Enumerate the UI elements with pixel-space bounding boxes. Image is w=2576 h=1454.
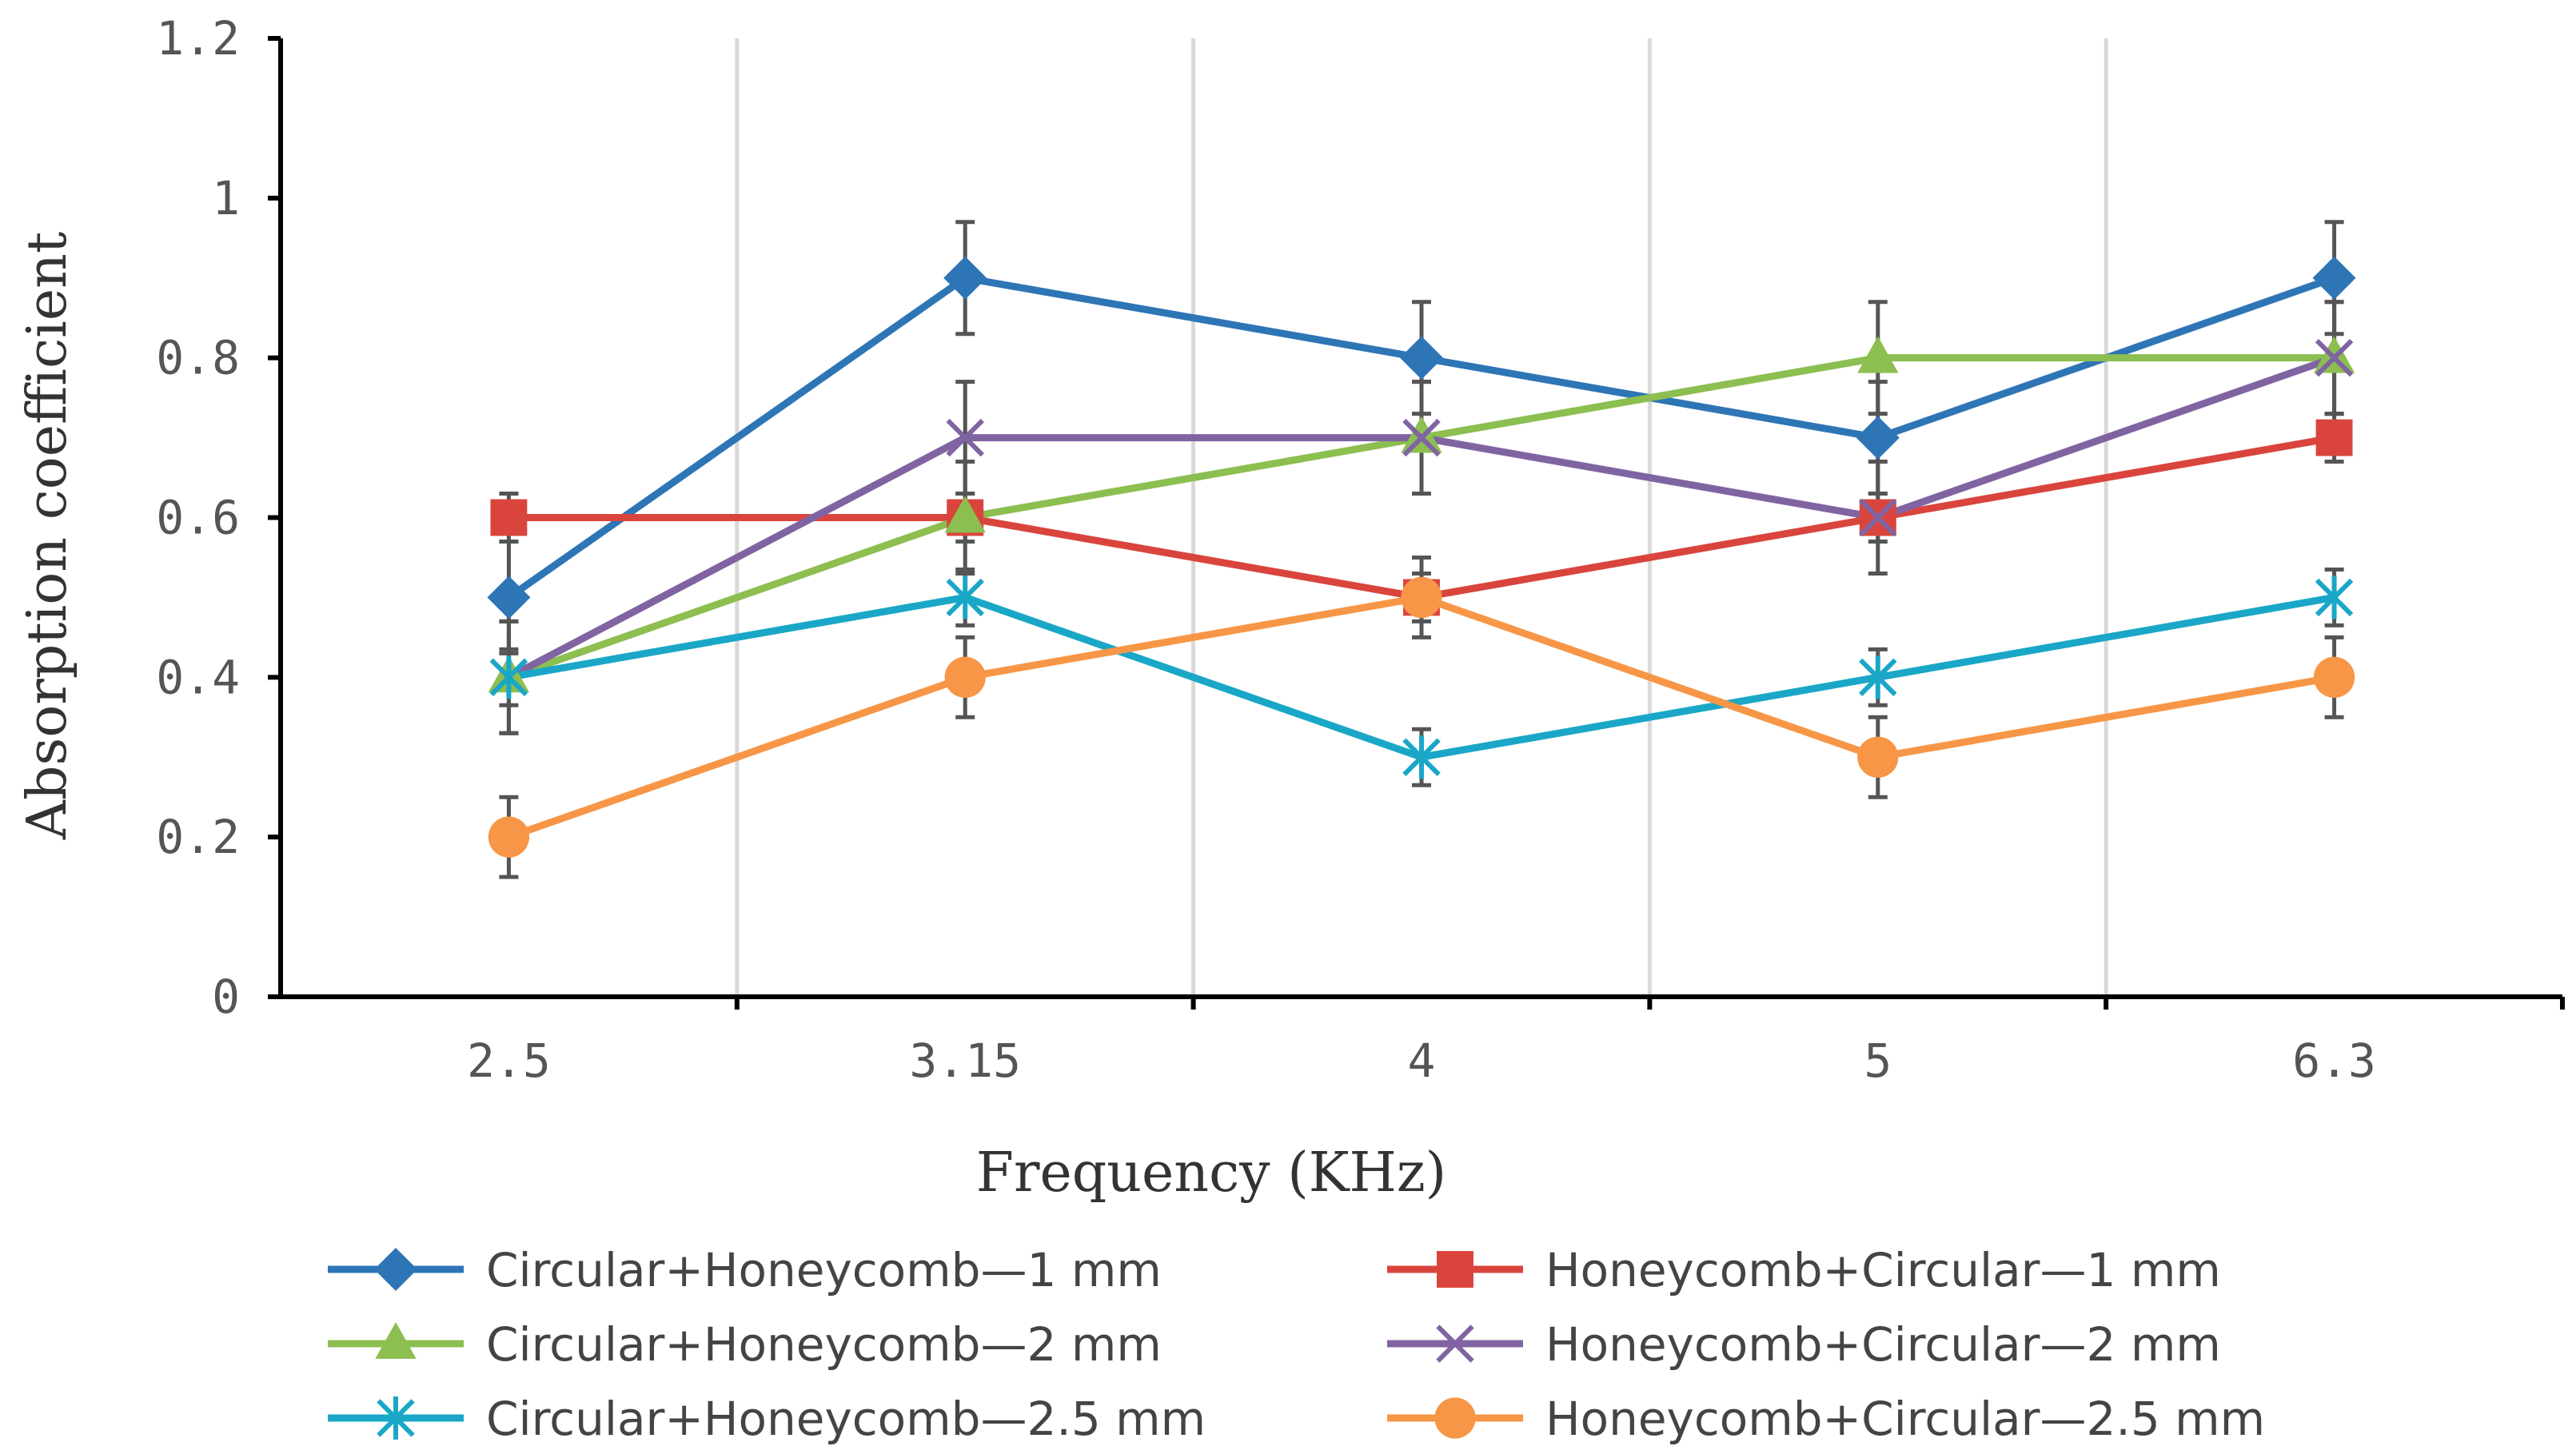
legend-label: Circular+Honeycomb—2.5 mm <box>486 1392 1206 1446</box>
data-point-s5 <box>946 576 984 619</box>
y-tick-label: 1.2 <box>156 11 240 66</box>
legend-swatch-marker <box>1434 1397 1476 1439</box>
y-tick-label: 0.8 <box>156 331 240 385</box>
legend-label: Circular+Honeycomb—1 mm <box>486 1243 1162 1297</box>
legend-item: Honeycomb+Circular—2.5 mm <box>1387 1392 2265 1446</box>
x-tick-label: 6.3 <box>2292 1034 2376 1088</box>
data-point-s6 <box>2313 656 2355 698</box>
legend-label: Circular+Honeycomb—2 mm <box>486 1317 1162 1372</box>
legend-item: Circular+Honeycomb—1 mm <box>328 1243 1162 1297</box>
x-tick-label: 5 <box>1864 1034 1892 1088</box>
data-point-s5 <box>2315 576 2354 619</box>
data-point-s2 <box>490 499 528 536</box>
data-point-s3 <box>944 496 986 533</box>
series-layer <box>487 220 2356 879</box>
legend-item: Circular+Honeycomb—2.5 mm <box>328 1392 1206 1446</box>
data-point-s6 <box>1401 576 1442 619</box>
legend-swatch-marker <box>374 1248 417 1291</box>
data-point-s4 <box>1859 498 1897 537</box>
axis-layer <box>278 38 2565 1010</box>
x-tick-layer: 2.5 3.15 4 5 6.3 <box>467 1034 2376 1088</box>
legend-item: Honeycomb+Circular—2 mm <box>1387 1317 2221 1372</box>
legend-label: Honeycomb+Circular—1 mm <box>1545 1243 2221 1297</box>
legend-swatch-marker-stroke <box>1436 1325 1474 1363</box>
x-tick-label: 2.5 <box>467 1034 551 1088</box>
data-point-s3 <box>1857 336 1899 373</box>
data-point-s4-stroke <box>1859 498 1897 537</box>
y-tick-label: 0 <box>212 970 240 1024</box>
data-point-s6 <box>488 816 530 858</box>
x-tick-label: 3.15 <box>909 1034 1021 1088</box>
data-point-s5 <box>1402 735 1441 779</box>
y-tick-label: 1 <box>212 171 240 225</box>
x-axis-title: Frequency (KHz) <box>976 1141 1446 1205</box>
y-axis-title: Absorption coefficient <box>16 232 79 840</box>
y-tick-label: 0.2 <box>156 810 240 864</box>
legend-swatch-marker <box>1437 1251 1473 1288</box>
data-point-s4-stroke <box>2315 338 2354 377</box>
data-point-s4-stroke <box>946 418 984 457</box>
data-point-s1 <box>2312 256 2356 300</box>
legend-item: Circular+Honeycomb—2 mm <box>328 1317 1162 1372</box>
y-tick-layer: 0 0.2 0.4 0.6 0.8 1 1.2 <box>156 11 281 1024</box>
data-point-s1 <box>1856 416 1900 460</box>
legend-swatch-marker <box>377 1396 415 1440</box>
legend: Circular+Honeycomb—1 mm Honeycomb+Circula… <box>328 1243 2265 1446</box>
data-point-s6 <box>1857 736 1899 778</box>
legend-swatch-marker <box>375 1322 417 1359</box>
data-point-s1 <box>1400 336 1443 380</box>
legend-swatch-marker <box>1436 1325 1474 1363</box>
data-point-s4 <box>946 418 984 457</box>
data-point-s5 <box>489 655 528 699</box>
data-point-s4 <box>2315 338 2354 377</box>
data-point-s5 <box>1859 655 1897 699</box>
legend-label: Honeycomb+Circular—2.5 mm <box>1545 1392 2265 1446</box>
data-point-s4 <box>1402 418 1441 457</box>
data-point-s1 <box>487 576 531 619</box>
data-point-s6 <box>944 656 986 698</box>
data-point-s2 <box>2315 419 2353 456</box>
series-markers <box>487 256 2356 858</box>
legend-item: Honeycomb+Circular—1 mm <box>1387 1243 2221 1297</box>
y-tick-label: 0.6 <box>156 491 240 545</box>
data-point-s1 <box>943 256 987 300</box>
y-tick-label: 0.4 <box>156 650 240 704</box>
data-point-s4-stroke <box>1402 418 1441 457</box>
legend-label: Honeycomb+Circular—2 mm <box>1545 1317 2221 1372</box>
x-tick-label: 4 <box>1408 1034 1436 1088</box>
